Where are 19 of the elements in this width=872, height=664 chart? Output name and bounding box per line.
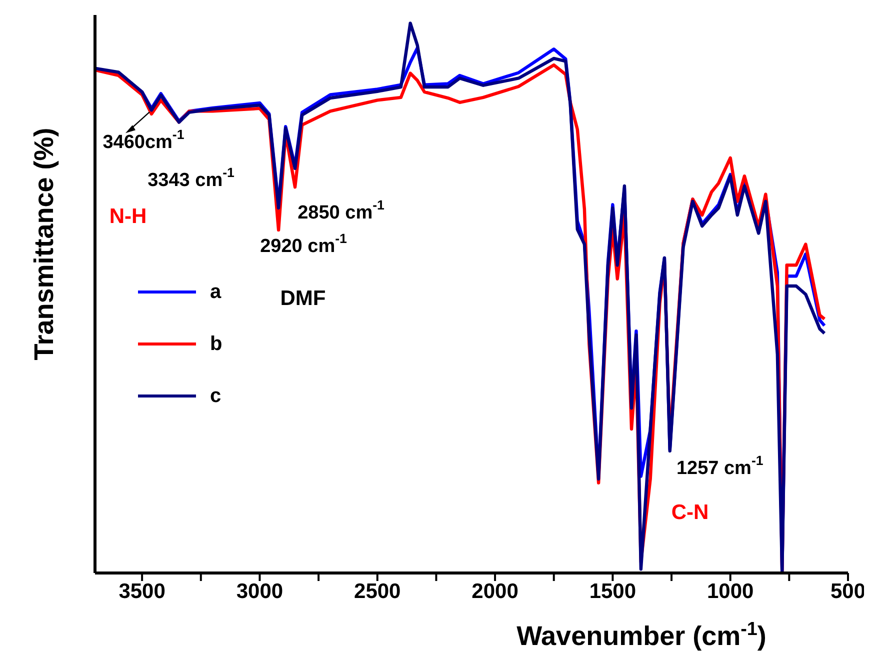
x-tick-label: 2000: [472, 580, 518, 603]
legend-label: a: [210, 280, 222, 304]
annotation: C-N: [671, 500, 709, 524]
legend-label: b: [210, 332, 222, 356]
annotation: DMF: [280, 286, 326, 310]
legend-label: c: [210, 384, 222, 408]
x-tick-label: 2500: [354, 580, 401, 603]
x-tick-label: 3500: [118, 580, 166, 603]
annotation: 3343 cm$^{-1}$: [148, 165, 236, 191]
annotation: N-H: [109, 204, 147, 228]
annotation: 3460cm$^{-1}$: [102, 127, 185, 153]
annotation: 2850 cm$^{-1}$: [298, 197, 386, 223]
y-axis-title: Transmittance (%): [29, 128, 59, 360]
x-tick-label: 1000: [706, 580, 754, 603]
x-tick-label: 3000: [236, 580, 284, 603]
x-axis-title: Wavenumber (cm$^{-1}$): [516, 618, 766, 651]
annotation: 1257 cm$^{-1}$: [676, 452, 764, 478]
annotation: 2920 cm$^{-1}$: [260, 230, 348, 256]
x-tick-label: 1500: [589, 580, 636, 603]
